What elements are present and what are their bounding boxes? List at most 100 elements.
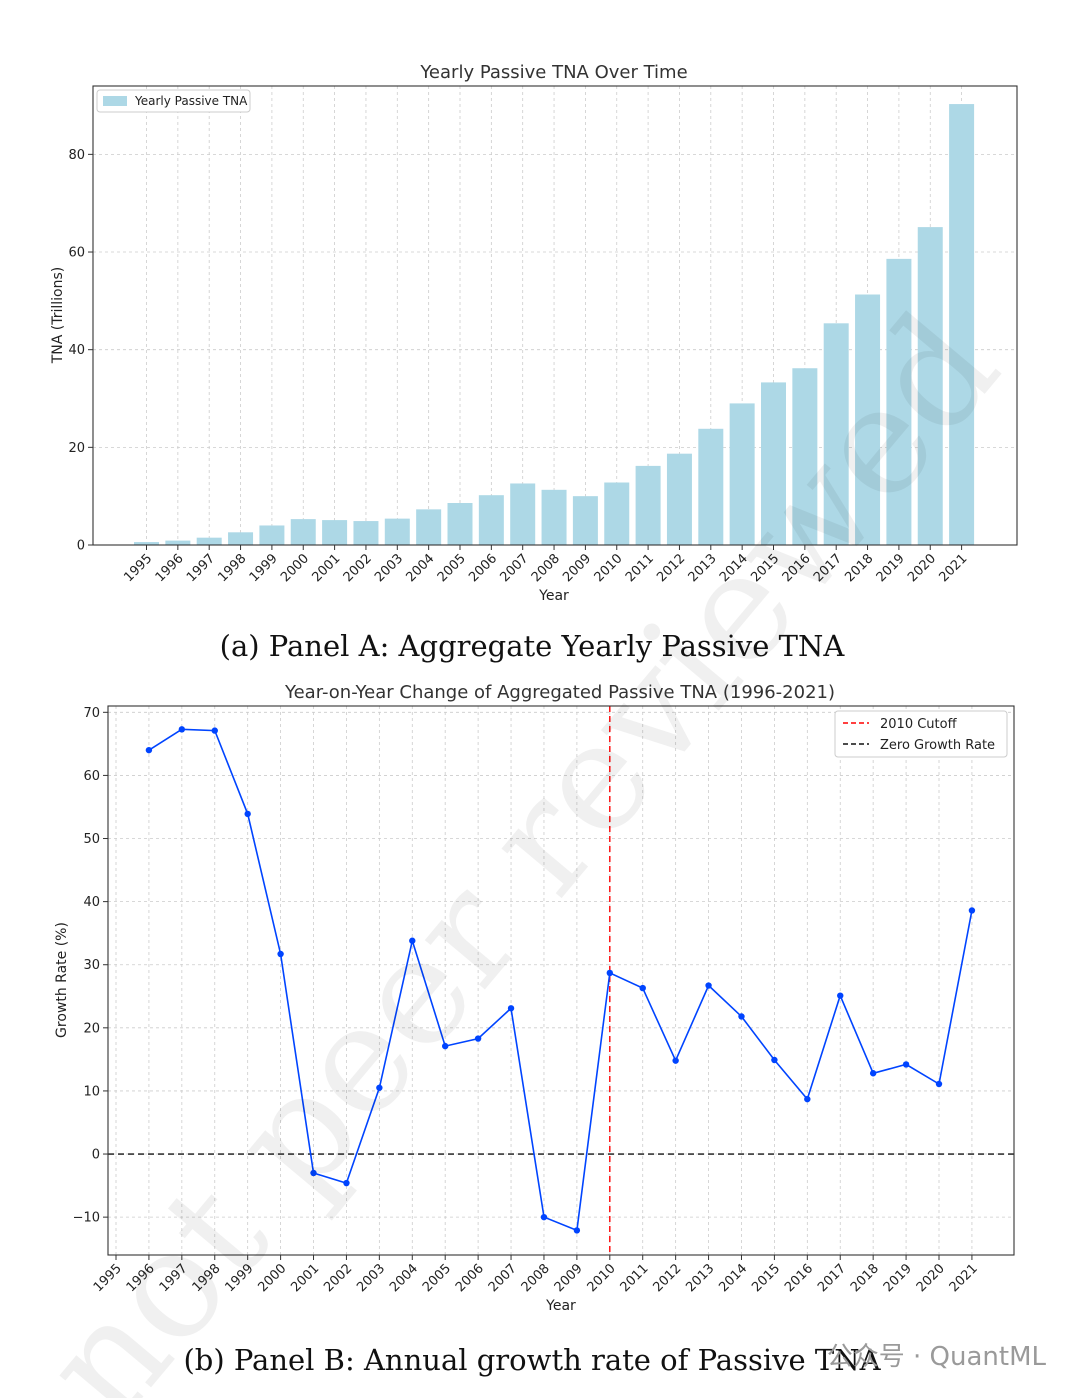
bar-2020 [917,227,943,545]
y-tick-label: 40 [83,895,100,910]
x-tick-label: 2020 [905,551,939,585]
bar-2010 [604,482,630,545]
x-tick-label: 2018 [848,1261,882,1295]
x-tick-label: 2004 [387,1261,421,1295]
panel-a-legend: Yearly Passive TNA [96,89,251,113]
point-2005 [442,1042,449,1050]
y-tick-label: 10 [83,1084,100,1099]
point-2018 [869,1070,877,1077]
panel-a-y-axis-label: TNA (Trillions) [50,267,66,365]
x-tick-label: 2007 [486,1261,520,1295]
x-tick-label: 2016 [782,1261,816,1295]
legend-label-cutoff: 2010 Cutoff [880,717,958,732]
x-tick-label: 2013 [683,1261,717,1295]
y-tick-label: 70 [83,706,100,721]
panel-a-y-ticks: 0 20 40 60 80 [68,148,93,554]
bar-2002 [353,521,379,545]
point-2002 [343,1179,350,1187]
growth-rate-line [148,728,973,1232]
panel-b-line-chart: Year-on-Year Change of Aggregated Passiv… [54,682,1015,1314]
point-2010 [606,969,613,977]
panel-a-title: Yearly Passive TNA Over Time [419,62,687,83]
panel-b-legend: 2010 Cutoff Zero Growth Rate [834,710,1008,758]
point-2011 [639,984,646,992]
x-tick-label: 2006 [466,551,500,585]
x-tick-label: 2001 [309,551,343,585]
x-tick-label: 2005 [435,551,469,585]
y-tick-label: 50 [83,832,100,847]
bar-1997 [196,537,222,545]
y-tick-label: 80 [68,148,85,163]
panel-b-grid [108,706,1014,1255]
y-tick-label: 20 [83,1021,100,1036]
panel-a-x-axis-label: Year [538,588,569,604]
panel-b-x-axis-label: Year [545,1298,576,1314]
panel-a-caption: (a) Panel A: Aggregate Yearly Passive TN… [220,629,846,663]
bar-2012 [666,453,692,545]
x-tick-label: 2010 [585,1261,619,1295]
bar-2014 [729,403,755,545]
point-2019 [902,1061,910,1068]
point-2016 [804,1095,811,1103]
point-2013 [705,982,712,989]
y-tick-label: 60 [83,769,100,784]
point-2003 [376,1084,383,1091]
panel-b-series [145,726,976,1234]
x-tick-label: 2015 [749,1261,783,1295]
point-2014 [738,1013,745,1020]
x-tick-label: 2021 [947,1261,981,1295]
point-2020 [935,1080,943,1088]
x-tick-label: 2000 [278,551,312,585]
x-tick-label: 1995 [121,551,155,585]
bar-2000 [290,519,316,545]
bar-2011 [635,465,661,545]
x-tick-label: 2002 [341,551,375,585]
bar-2003 [384,518,410,545]
y-tick-label: 20 [68,441,85,456]
x-tick-label: 1997 [184,551,218,585]
y-tick-label: 0 [77,539,85,554]
legend-label-tna: Yearly Passive TNA [134,94,248,108]
y-tick-label: 40 [68,343,85,358]
x-tick-label: 2003 [354,1261,388,1295]
bar-2009 [572,496,598,545]
x-tick-label: 2008 [519,1261,553,1295]
point-2007 [507,1005,515,1012]
bar-2013 [698,428,724,545]
panel-b-y-ticks: −10 0 10 20 30 40 50 60 70 [73,706,108,1226]
legend-box [834,710,1008,758]
y-tick-label: 30 [83,958,100,973]
x-tick-label: 2014 [716,1261,750,1295]
bar-2021 [949,104,975,546]
x-tick-label: 2008 [529,551,563,585]
bar-2015 [761,382,786,545]
x-tick-label: 2004 [403,551,437,585]
x-tick-label: 1996 [153,551,187,585]
x-tick-label: 2003 [372,551,406,585]
point-2004 [409,937,416,944]
bar-2005 [447,503,473,545]
x-tick-label: 2020 [914,1261,948,1295]
panel-b-axes-frame [107,705,1015,1256]
panel-b-y-axis-label: Growth Rate (%) [54,922,70,1038]
point-2021 [968,907,976,914]
x-tick-label: 2012 [650,1261,684,1295]
legend-swatch-bar [103,96,127,106]
bar-2017 [823,323,849,545]
point-2006 [474,1035,482,1042]
point-1997 [178,726,186,733]
bar-2008 [541,489,567,545]
x-tick-label: 2002 [321,1261,355,1295]
panel-a-axes-frame [92,85,1018,546]
source-watermark: 公众号 · QuantML [827,1342,1047,1372]
x-tick-label: 1998 [215,551,249,585]
legend-box [96,89,251,113]
panel-b-title: Year-on-Year Change of Aggregated Passiv… [284,682,835,703]
point-2009 [573,1227,581,1234]
point-2000 [277,950,284,958]
point-1999 [244,810,251,818]
bar-2018 [855,294,881,545]
x-tick-label: 2009 [552,1261,586,1295]
panel-a-bars [134,104,975,546]
